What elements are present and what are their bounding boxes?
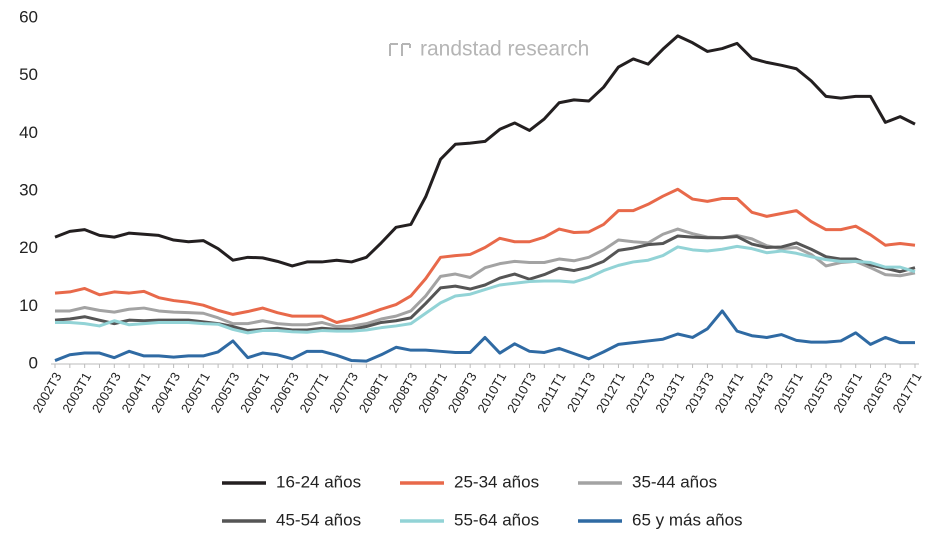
series-line (54, 187, 916, 324)
y-tick-label: 50 (19, 65, 38, 84)
x-tick-label: 2010T3 (504, 370, 539, 416)
y-tick-label: 20 (19, 238, 38, 257)
watermark: randstad research (420, 38, 589, 61)
legend-label: 35-44 años (632, 472, 717, 491)
series-line (54, 234, 916, 333)
series-line (54, 309, 915, 363)
y-tick-label: 30 (19, 180, 38, 199)
series-line (55, 227, 916, 329)
series-line (54, 34, 916, 268)
y-tick-label: 10 (19, 296, 38, 315)
watermark-logo (389, 43, 411, 56)
series-line (55, 244, 916, 335)
legend-label: 16-24 años (276, 472, 361, 491)
legend-label: 45-54 años (276, 510, 361, 529)
legend-label: 65 y más años (632, 510, 743, 529)
legend-label: 25-34 años (454, 472, 539, 491)
y-tick-label: 60 (19, 7, 38, 26)
y-tick-label: 0 (29, 353, 38, 372)
y-tick-label: 40 (19, 123, 38, 142)
x-tick-label: 2017T1 (890, 370, 925, 416)
legend-label: 55-64 años (454, 510, 539, 529)
